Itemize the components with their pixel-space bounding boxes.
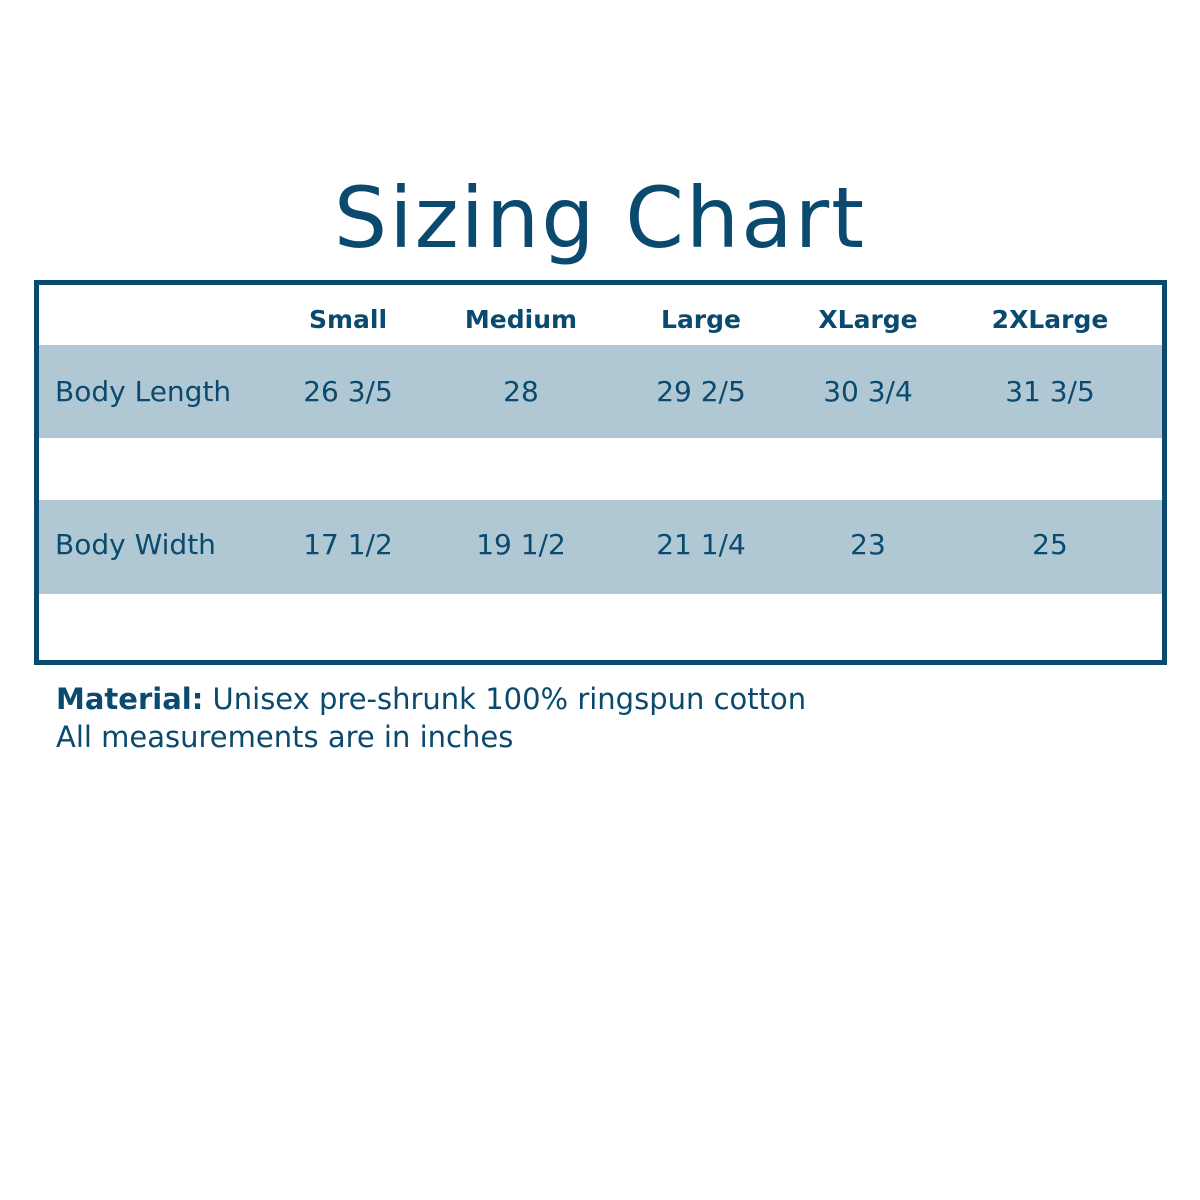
units-note: All measurements are in inches [56,720,514,754]
table-cell: 26 3/5 [303,375,393,408]
table-cell: 23 [850,528,886,561]
table-cell: 25 [1032,528,1068,561]
table-cell: 19 1/2 [476,528,566,561]
notes: Material: Unisex pre-shrunk 100% ringspu… [56,680,806,756]
row-label: Body Length [55,375,232,408]
column-header-medium: Medium [464,305,578,334]
table-row-body-width: Body Width 17 1/2 19 1/2 21 1/4 23 25 [39,500,1162,594]
column-header-xlarge: XLarge [818,305,918,334]
material-text: Unisex pre-shrunk 100% ringspun cotton [203,682,807,716]
material-label: Material: [56,682,204,716]
column-header-large: Large [661,305,741,334]
table-cell: 30 3/4 [823,375,913,408]
table-cell: 21 1/4 [656,528,746,561]
table-cell: 28 [503,375,539,408]
table-row-body-length: Body Length 26 3/5 28 29 2/5 30 3/4 31 3… [39,345,1162,438]
row-label: Body Width [55,528,216,561]
column-header-2xlarge: 2XLarge [991,305,1109,334]
page-title: Sizing Chart [333,169,867,267]
table-cell: 31 3/5 [1005,375,1095,408]
sizing-table: Small Medium Large XLarge 2XLarge Body L… [34,280,1167,665]
table-cell: 29 2/5 [656,375,746,408]
material-note: Material: Unisex pre-shrunk 100% ringspu… [56,680,806,718]
table-cell: 17 1/2 [303,528,393,561]
column-header-small: Small [308,305,388,334]
